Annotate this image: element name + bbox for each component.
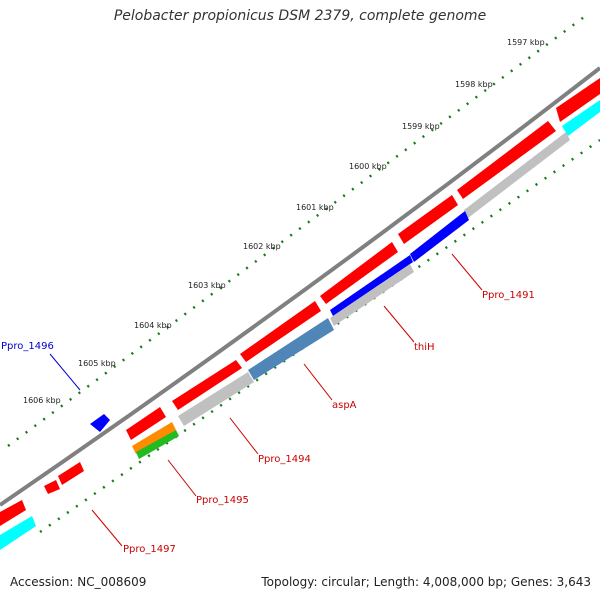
tick-label: 1597 kbp: [507, 38, 545, 47]
gene-label-ppro-1497[interactable]: Ppro_1497: [123, 544, 176, 555]
gene-arrow-red-2[interactable]: [398, 195, 458, 244]
gene-arrow-red-3[interactable]: [320, 242, 398, 304]
gene-labels: Ppro_1491 thiH aspA Ppro_1494 Ppro_1495 …: [1, 290, 535, 555]
tick-label: 1604 kbp: [134, 321, 172, 330]
tick-label: 1605 kbp: [78, 359, 116, 368]
genome-backbone: [0, 66, 600, 507]
gene-label-ppro-1496[interactable]: Ppro_1496: [1, 341, 54, 352]
gene-arrow-red-8[interactable]: [44, 480, 60, 494]
gene-bar-orange[interactable]: [132, 422, 176, 454]
gene-bar-gray-3[interactable]: [178, 372, 254, 426]
tick-label: 1601 kbp: [296, 203, 334, 212]
gene-label-aspa[interactable]: aspA: [332, 400, 357, 411]
map-title: Pelobacter propionicus DSM 2379, complet…: [113, 8, 487, 24]
gene-bar-cyan-top[interactable]: [562, 100, 600, 136]
gene-label-ppro-1494[interactable]: Ppro_1494: [258, 454, 311, 465]
gene-bar-gray-2[interactable]: [330, 264, 414, 326]
tick-label: 1598 kbp: [455, 80, 493, 89]
accession-text: Accession: NC_008609: [10, 575, 147, 589]
gene-bar-blue-thih[interactable]: [410, 211, 469, 262]
forward-strand-genes: [0, 78, 600, 526]
gene-arrow-red-1[interactable]: [457, 121, 556, 199]
genome-summary-text: Topology: circular; Length: 4,008,000 bp…: [261, 575, 591, 589]
kbp-labels: 1597 kbp 1598 kbp 1599 kbp 1600 kbp 1601…: [23, 38, 545, 405]
tick-label: 1606 kbp: [23, 396, 61, 405]
gene-arrow-blue-ppro-1496[interactable]: [90, 414, 110, 432]
gene-arrow-red-9[interactable]: [0, 500, 26, 526]
gene-bar-gray-1[interactable]: [464, 132, 570, 218]
gene-bar-steel-aspa[interactable]: [248, 318, 334, 380]
outer-tick-track: [7, 12, 589, 448]
tick-label: 1599 kbp: [402, 122, 440, 131]
gene-label-leaders: [49, 253, 483, 547]
gene-bar-green[interactable]: [136, 430, 179, 459]
gene-arrow-red-7[interactable]: [58, 462, 84, 485]
gene-arrow-red-5[interactable]: [172, 360, 242, 410]
gene-bar-blue-2[interactable]: [330, 255, 413, 316]
gene-arrow-red-6[interactable]: [126, 407, 166, 440]
tick-label: 1600 kbp: [349, 162, 387, 171]
gene-label-ppro-1491[interactable]: Ppro_1491: [482, 290, 535, 301]
gene-label-thih[interactable]: thiH: [414, 342, 435, 353]
reverse-strand-genes: [0, 100, 600, 550]
gene-arrow-ppro-1490[interactable]: [556, 78, 600, 122]
tick-label: 1603 kbp: [188, 281, 226, 290]
tick-label: 1602 kbp: [243, 242, 281, 251]
gene-bar-cyan-bottom[interactable]: [0, 516, 36, 550]
gene-label-ppro-1495[interactable]: Ppro_1495: [196, 495, 249, 506]
gene-arrow-red-4[interactable]: [240, 301, 321, 362]
